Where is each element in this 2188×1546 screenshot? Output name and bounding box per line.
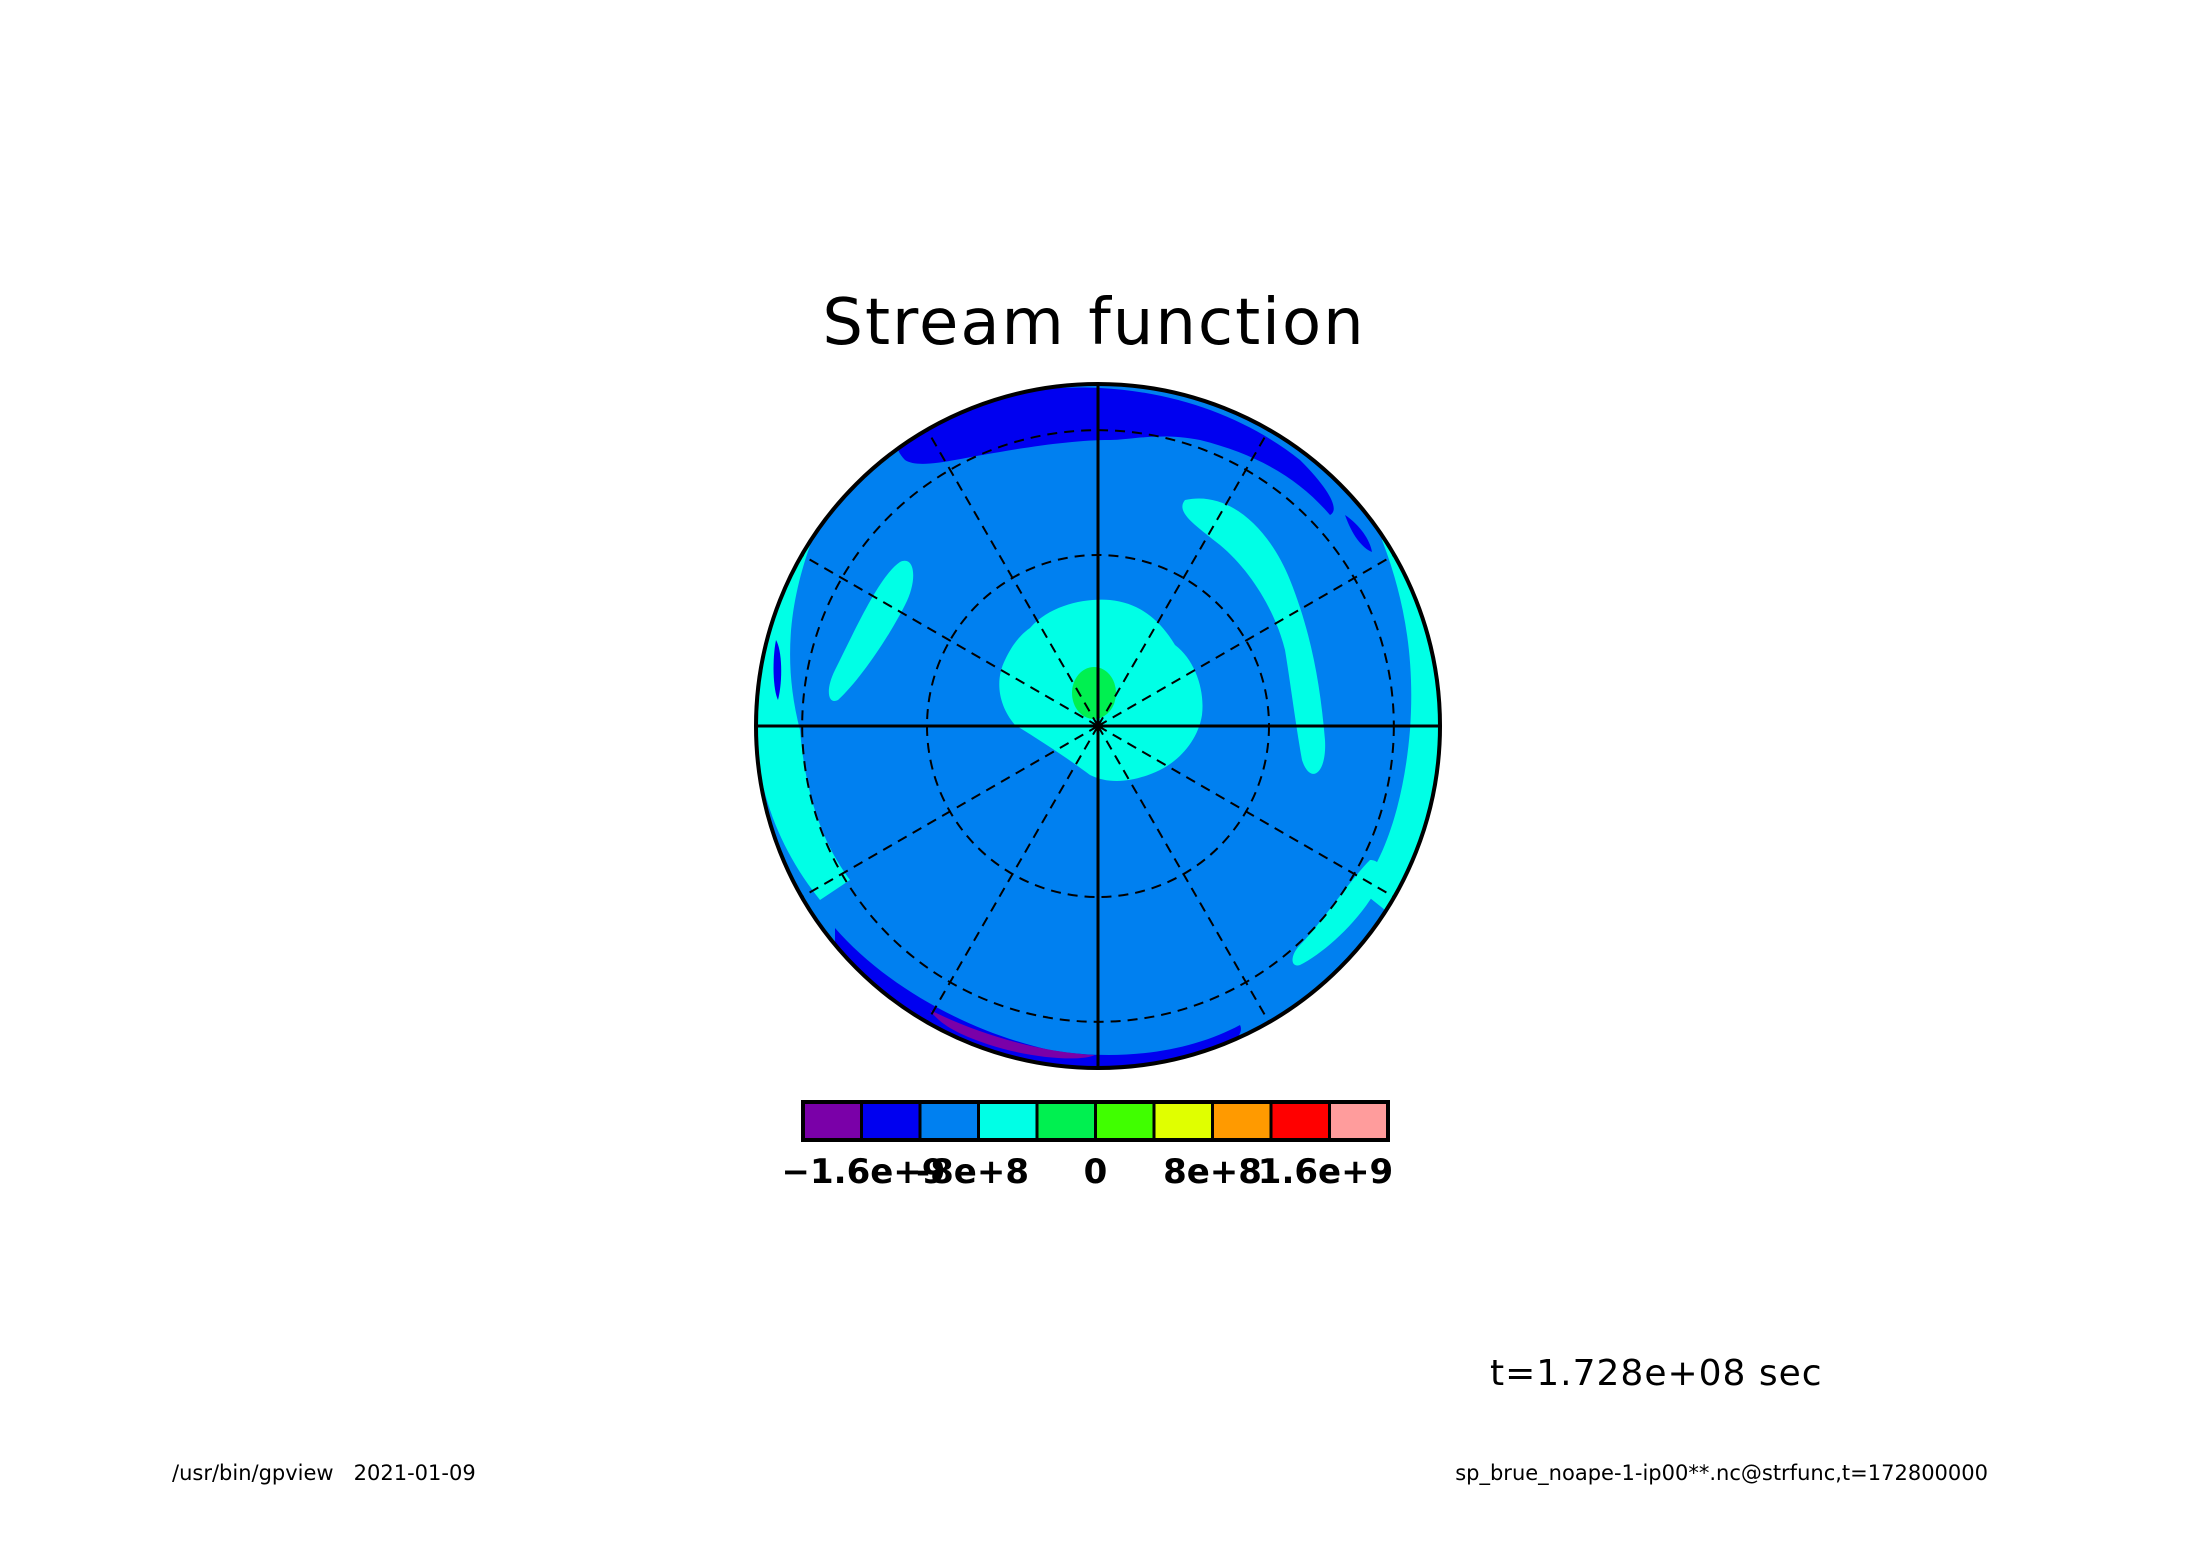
colorbar-tick-label: −1.6e+9 <box>782 1152 946 1192</box>
colorbar-swatch <box>1211 1100 1273 1142</box>
colorbar-outline <box>801 1100 1390 1142</box>
colorbar-swatch <box>1152 1100 1214 1142</box>
colorbar-swatch <box>1035 1100 1097 1142</box>
meridian-line <box>926 725 1099 1023</box>
contour-cyan-right-rim <box>1360 520 1440 910</box>
meridian-line <box>1097 429 1270 727</box>
colorbar-tick-label: 0 <box>1084 1152 1108 1192</box>
contour-cyan-right-crescent <box>1182 498 1326 774</box>
footer-date: 2021-01-09 <box>353 1461 476 1485</box>
footer-program: /usr/bin/gpview <box>172 1461 334 1485</box>
contour-blue-left <box>773 640 782 700</box>
polar-map <box>754 382 1442 1070</box>
map-boundary <box>754 382 1442 1070</box>
meridian-lines <box>801 429 1395 1023</box>
colorbar-swatch <box>1269 1100 1331 1142</box>
colorbar-swatch <box>918 1100 980 1142</box>
contour-blue-right <box>1345 515 1372 552</box>
colorbar-tick-label: -8e+8 <box>916 1152 1029 1192</box>
contour-purple-bottom <box>930 1010 1095 1059</box>
contour-cyan-lower-right <box>1292 860 1382 966</box>
colorbar-swatch <box>801 1100 863 1142</box>
contour-blue-top <box>896 387 1334 515</box>
colorbar-tick-label: 1.6e+9 <box>1258 1152 1393 1192</box>
meridian-line <box>801 554 1099 727</box>
meridian-line <box>1097 725 1395 898</box>
footer-source: sp_brue_noape-1-ip00**.nc@strfunc,t=1728… <box>1455 1461 1988 1485</box>
meridian-line <box>801 725 1099 898</box>
colorbar-swatch <box>860 1100 922 1142</box>
contour-cyan-left-streak <box>828 560 914 701</box>
contour-cyan-left-rim <box>756 520 850 900</box>
footer-program-date: /usr/bin/gpview 2021-01-09 <box>172 1461 476 1485</box>
colorbar-swatch <box>1094 1100 1156 1142</box>
time-label: t=1.728e+08 sec <box>1490 1353 1823 1394</box>
colorbar-swatch <box>1328 1100 1390 1142</box>
colorbar-swatch <box>977 1100 1039 1142</box>
colorbar-labels: −1.6e+9-8e+8 0 8e+81.6e+9 <box>782 1152 1394 1192</box>
meridian-line <box>1097 725 1270 1023</box>
colorbar <box>801 1100 1390 1142</box>
contour-green-center <box>1072 667 1116 719</box>
plot-title: Stream function <box>822 286 1366 360</box>
contour-fill <box>756 387 1440 1068</box>
meridian-line <box>1097 554 1395 727</box>
meridian-line <box>926 429 1099 727</box>
colorbar-tick-label: 8e+8 <box>1163 1152 1262 1192</box>
